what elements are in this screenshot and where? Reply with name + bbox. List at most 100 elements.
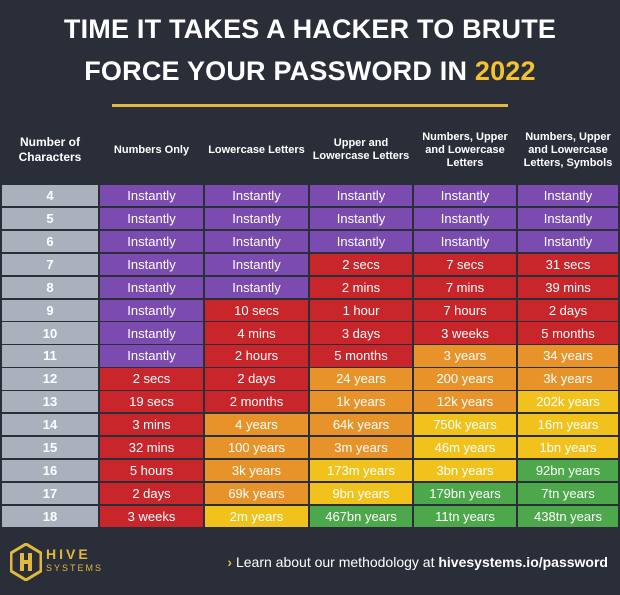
cell: Instantly (100, 322, 203, 344)
cell: 24 years (310, 368, 412, 390)
cell: 2 secs (310, 253, 412, 276)
cell: 19 secs (100, 391, 203, 413)
cell: 32 mins (100, 436, 203, 459)
row-label: 12 (2, 368, 98, 390)
cell: Instantly (205, 253, 308, 276)
cell: 3 weeks (100, 505, 203, 527)
cell: 2 secs (100, 368, 203, 390)
cell: 64k years (310, 414, 412, 436)
cell: Instantly (414, 230, 516, 253)
cell: Instantly (205, 185, 308, 207)
row-label: 8 (2, 276, 98, 298)
column-header: Number of Characters (18, 135, 82, 164)
cell: Instantly (100, 299, 203, 321)
cell: 7 mins (414, 276, 516, 298)
cell: Instantly (310, 185, 412, 207)
logo-text: HIVE (46, 546, 91, 562)
cell: Instantly (205, 230, 308, 253)
cell: Instantly (100, 230, 203, 253)
cell: 7 hours (414, 299, 516, 321)
cell: 467bn years (310, 505, 412, 527)
title-line-2: FORCE YOUR PASSWORD IN 2022 (0, 56, 620, 87)
cell: 11tn years (414, 505, 516, 527)
logo-icon (10, 543, 42, 581)
cell: 2 mins (310, 276, 412, 298)
logo-subtext: SYSTEMS (46, 563, 104, 573)
column-header: Numbers, Upper and Lowercase Letters (422, 130, 508, 169)
row-label: 13 (2, 391, 98, 413)
column-header: Numbers Only (113, 143, 190, 156)
cell: 2 months (205, 391, 308, 413)
column-header: Numbers, Upper and Lowercase Letters, Sy… (523, 130, 613, 169)
column-header: Upper and Lowercase Letters (312, 137, 410, 162)
cell: Instantly (100, 276, 203, 298)
cell: 202k years (518, 391, 618, 413)
cell: 3 years (414, 345, 516, 367)
cell: 3 mins (100, 414, 203, 436)
footer-prefix: Learn about our methodology at (235, 554, 435, 570)
cell: 5 hours (100, 459, 203, 482)
cell: 3 weeks (414, 322, 516, 344)
cell: 3m years (310, 436, 412, 459)
cell: 3bn years (414, 459, 516, 482)
cell: 46m years (414, 436, 516, 459)
row-label: 5 (2, 207, 98, 230)
chevron: › (227, 554, 233, 570)
cell: 5 months (518, 322, 618, 344)
cell: 10 secs (205, 299, 308, 321)
cell: Instantly (100, 185, 203, 207)
cell: 1k years (310, 391, 412, 413)
title-line-1: TIME IT TAKES A HACKER TO BRUTE (63, 14, 557, 44)
cell: Instantly (518, 207, 618, 230)
cell: Instantly (518, 230, 618, 253)
cell: 39 mins (518, 276, 618, 298)
cell: Instantly (100, 345, 203, 367)
title-rule (112, 104, 508, 107)
cell: 5 months (310, 345, 412, 367)
cell: Instantly (414, 185, 516, 207)
row-label: 10 (2, 322, 98, 344)
footer-url[interactable]: hivesystems.io/password (438, 554, 608, 570)
cell: 7tn years (518, 482, 618, 505)
cell: 16m years (518, 414, 618, 436)
cell: Instantly (310, 230, 412, 253)
cell: 173m years (310, 459, 412, 482)
row-label: 9 (2, 299, 98, 321)
cell: 2 days (205, 368, 308, 390)
cell: 200 years (414, 368, 516, 390)
cell: 1bn years (518, 436, 618, 459)
cell: 179bn years (414, 482, 516, 505)
cell: 4 mins (205, 322, 308, 344)
title-text: FORCE YOUR PASSWORD IN (84, 56, 468, 86)
cell: 31 secs (518, 253, 618, 276)
row-label: 14 (2, 414, 98, 436)
cell: 7 secs (414, 253, 516, 276)
cell: Instantly (205, 276, 308, 298)
cell: 2 days (518, 299, 618, 321)
cell: 4 years (205, 414, 308, 436)
cell: 34 years (518, 345, 618, 367)
cell: Instantly (100, 207, 203, 230)
cell: Instantly (414, 207, 516, 230)
cell: 69k years (205, 482, 308, 505)
cell: 2 hours (205, 345, 308, 367)
cell: 438tn years (518, 505, 618, 527)
cell: 92bn years (518, 459, 618, 482)
cell: 9bn years (310, 482, 412, 505)
table: Number of Characters Numbers Only Lowercas… (2, 130, 618, 527)
title-year: 2022 (474, 56, 536, 86)
row-label: 11 (2, 345, 98, 367)
column-header: Lowercase Letters (208, 143, 305, 156)
row-label: 4 (2, 185, 98, 207)
cell: Instantly (310, 207, 412, 230)
footer-link: › Learn about our methodology at hivesys… (227, 554, 608, 570)
cell: Instantly (100, 253, 203, 276)
row-label: 7 (2, 253, 98, 276)
cell: 100 years (205, 436, 308, 459)
row-label: 15 (2, 436, 98, 459)
cell: Instantly (205, 207, 308, 230)
cell: 2m years (205, 505, 308, 527)
cell: 2 days (100, 482, 203, 505)
row-label: 16 (2, 459, 98, 482)
